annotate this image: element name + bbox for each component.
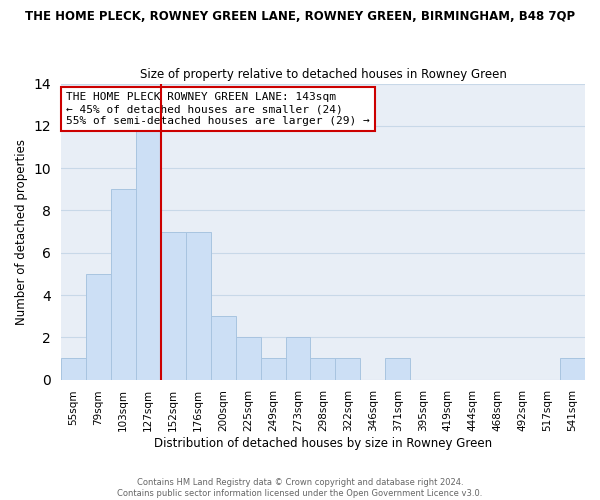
Bar — [385, 358, 410, 380]
Bar — [111, 190, 136, 380]
Bar — [136, 126, 161, 380]
Bar — [185, 232, 211, 380]
Bar — [86, 274, 111, 380]
Bar — [61, 358, 86, 380]
Bar — [286, 338, 310, 380]
Bar — [211, 316, 236, 380]
Bar — [161, 232, 185, 380]
Bar — [236, 338, 260, 380]
Title: Size of property relative to detached houses in Rowney Green: Size of property relative to detached ho… — [140, 68, 506, 81]
Y-axis label: Number of detached properties: Number of detached properties — [15, 138, 28, 324]
Bar — [310, 358, 335, 380]
Text: THE HOME PLECK, ROWNEY GREEN LANE, ROWNEY GREEN, BIRMINGHAM, B48 7QP: THE HOME PLECK, ROWNEY GREEN LANE, ROWNE… — [25, 10, 575, 23]
Bar — [260, 358, 286, 380]
Bar — [335, 358, 361, 380]
Text: THE HOME PLECK ROWNEY GREEN LANE: 143sqm
← 45% of detached houses are smaller (2: THE HOME PLECK ROWNEY GREEN LANE: 143sqm… — [66, 92, 370, 126]
Text: Contains HM Land Registry data © Crown copyright and database right 2024.
Contai: Contains HM Land Registry data © Crown c… — [118, 478, 482, 498]
X-axis label: Distribution of detached houses by size in Rowney Green: Distribution of detached houses by size … — [154, 437, 492, 450]
Bar — [560, 358, 585, 380]
